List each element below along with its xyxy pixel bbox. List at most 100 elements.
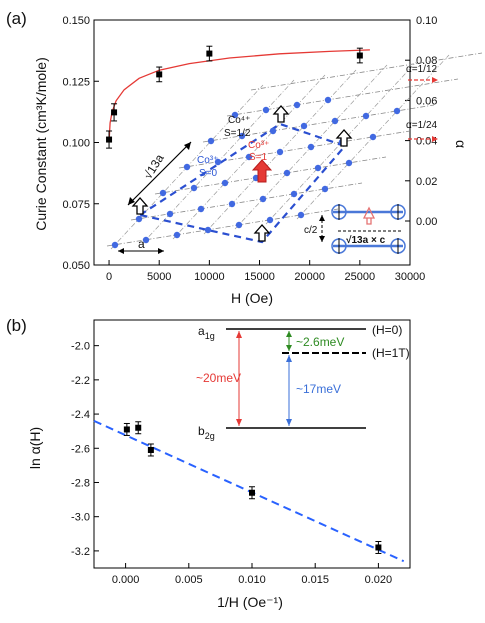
panel-b-points [123,421,382,554]
data-point [123,426,130,433]
x-tick-label: 20000 [294,271,325,283]
spin-up-arrow [131,197,149,215]
co3-ls-spin: S=0 [199,168,218,179]
spin-up-arrow [272,105,290,123]
supercell-outline [137,122,347,244]
x-tick-label: 15000 [244,271,275,283]
lattice-atom [297,211,305,219]
lattice-atom [235,221,243,229]
data-point [106,136,113,143]
lattice-atom [331,117,339,125]
gap-small-arrowheads [286,331,292,351]
data-point [206,50,213,57]
y-tick-label: 0.075 [62,199,90,211]
lattice-atom [393,107,401,115]
panel-a-alpha-axis: 0.100.080.060.040.020.00 [405,15,437,228]
panel-a-alpha-label: α [453,140,469,148]
y-tick-label: -3.2 [71,546,90,558]
lattice-line [250,52,483,91]
x-tick-label: 0.000 [112,574,140,586]
lattice-atom [142,236,150,244]
data-point [147,446,154,453]
lattice-atom [214,158,222,166]
lattice-atom [159,189,167,197]
chain-hs-arrow [362,206,376,225]
panel-b-y-axis: -3.2 -3.0 -2.8 -2.6 -2.4 -2.2 -2.0 [71,341,99,558]
alpha-1-12-label: α=1/12 [406,64,438,75]
lattice-atom [238,132,246,140]
c-axis-inset: c/2 √13a × c [304,204,406,254]
y-tick-label: -2.2 [71,375,90,387]
lattice-schematic: √13a a Co⁴⁺ S=1/2 Co³⁺ S=0 Co³⁺ S=1 c/2 [106,52,483,254]
panel-a-xlabel: H (Oe) [231,290,273,306]
lattice-atom [293,101,301,109]
alpha-1-24-label: α=1/24 [406,120,438,131]
lattice-atom [362,112,370,120]
x-tick-label: 10000 [194,271,225,283]
y-tick-label: -2.4 [71,409,90,421]
alpha-tick-label: 0.00 [416,216,437,228]
lattice-atom [197,205,205,213]
alpha-tick-label: 0.06 [416,95,437,107]
alpha-1-24-arrowhead [432,136,438,142]
y-tick-label: 0.150 [62,15,90,27]
high-spin-arrow [251,159,273,183]
lattice-atoms [111,96,401,249]
y-tick-label: 0.050 [62,260,90,272]
data-point [249,489,255,496]
data-point [135,424,142,431]
co3-hs-spin: S=1 [249,152,268,163]
lattice-atom [290,190,298,198]
panel-a-x-axis: 0 5000 10000 15000 20000 25000 30000 [106,260,425,283]
chain-width-label: √13a × c [346,235,386,246]
y-tick-label: -3.0 [71,512,90,524]
gap-total-label: ~20meV [196,371,241,385]
data-point [156,71,163,78]
alpha-tick-label: 0.02 [416,176,437,188]
x-tick-label: 25000 [345,271,376,283]
lattice-atom [321,185,329,193]
panel-b-x-axis: 0.000 0.005 0.010 0.015 0.020 [112,563,392,586]
lattice-atom [300,122,308,130]
energy-level-diagram: a1g b2g (H=0) (H=1T) ~20meV ~2.6meV ~17m… [196,323,410,441]
c2-arrowheads [319,215,325,242]
y-tick-label: -2.6 [71,443,90,455]
panel-b-label: (b) [6,316,27,335]
alpha-tick-label: 0.08 [416,55,437,67]
lattice-atom [135,215,143,223]
x-tick-label: 0.015 [301,574,329,586]
y-tick-label: 0.125 [62,76,90,88]
panel-a-points [106,45,363,149]
panel-b-ylabel: ln α(H) [27,427,43,469]
sqrt13a-label: √13a [141,151,167,181]
lattice-line [226,78,459,117]
spin-up-arrow [253,224,271,242]
lattice-atom [228,200,236,208]
h0-label: (H=0) [372,323,402,337]
gap-big-label: ~17meV [296,382,341,396]
spin-up-arrow [335,129,353,147]
lattice-atom [221,179,229,187]
x-tick-label: 0.005 [175,574,203,586]
a1g-label: a1g [198,324,215,341]
x-tick-label: 0 [106,271,112,283]
y-tick-label: -2.8 [71,477,90,489]
sqrt13a-arrow [127,141,192,206]
lattice-atom [324,96,332,104]
spin-arrows [131,105,353,242]
lattice-atom [276,148,284,156]
c2-label: c/2 [304,225,318,236]
data-point [111,109,118,116]
panel-b-frame [93,319,411,569]
panel-b-fit-line [93,419,405,563]
lattice-atom [111,241,119,249]
data-point [356,52,363,59]
lattice-atom [369,133,377,141]
lattice-atom [266,216,274,224]
lattice-atom [166,210,174,218]
lattice-atom [269,127,277,135]
lattice-atom [345,159,353,167]
co3-ls-label: Co³⁺ [197,155,218,166]
alpha-tick-label: 0.10 [416,15,437,27]
lattice-atom [183,163,191,171]
